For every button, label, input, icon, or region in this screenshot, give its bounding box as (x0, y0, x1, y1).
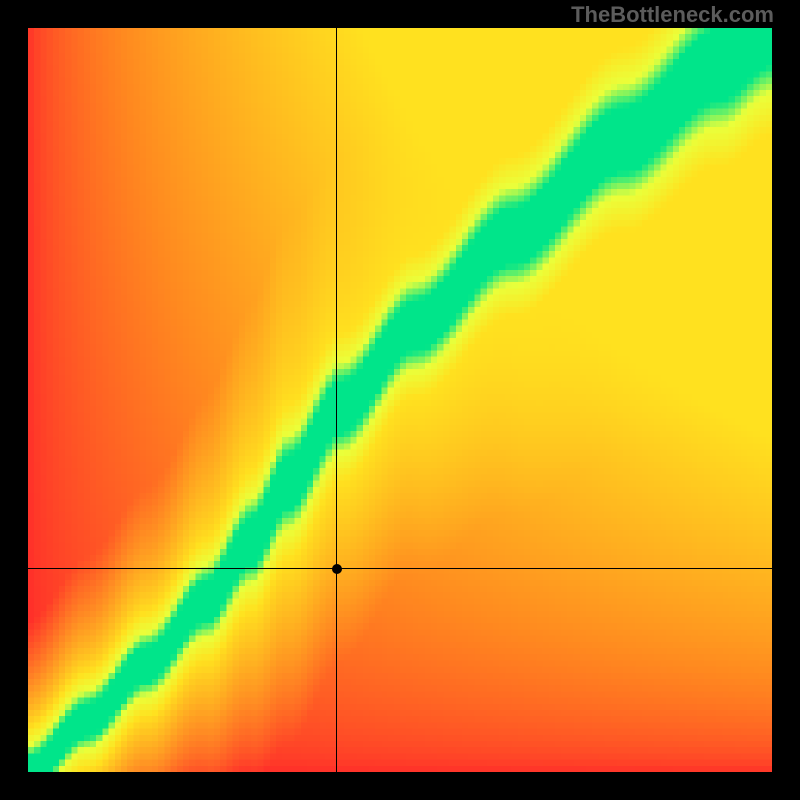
crosshair-horizontal (28, 568, 772, 569)
bottleneck-heatmap (28, 28, 772, 772)
crosshair-vertical (336, 28, 337, 772)
attribution-text: TheBottleneck.com (571, 2, 774, 28)
chart-container: TheBottleneck.com (0, 0, 800, 800)
crosshair-marker (332, 564, 342, 574)
